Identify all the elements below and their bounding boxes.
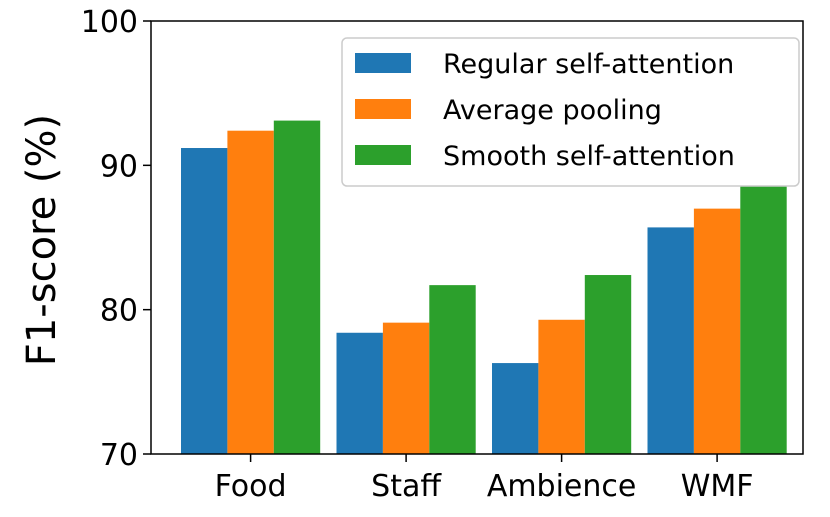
bar-wmf-series-3 (740, 185, 787, 455)
bar-wmf-series-1 (647, 227, 694, 454)
bar-food-series-2 (227, 130, 274, 454)
legend-label: Smooth self-attention (443, 141, 735, 172)
bar-ambience-series-1 (492, 363, 539, 454)
axes-layer: Food Staff Ambience WMF 70 80 90 100 (81, 5, 804, 504)
x-tick-label: WMF (681, 469, 754, 504)
y-tick-label: 70 (100, 438, 138, 473)
x-tick-label: Ambience (487, 469, 637, 504)
y-tick-label: 80 (100, 294, 138, 329)
plot-frame (150, 20, 804, 455)
legend-label: Average pooling (443, 95, 662, 126)
bar-staff-series-3 (429, 285, 476, 454)
bar-food-series-3 (273, 120, 321, 454)
x-tick-label: Food (215, 469, 287, 504)
bar-ambience-series-2 (538, 319, 585, 454)
bar-staff-series-1 (336, 332, 383, 454)
legend: Regular self-attention Average pooling Smo… (341, 37, 800, 187)
legend-label: Regular self-attention (443, 49, 734, 80)
bars-layer (181, 120, 787, 455)
bar-wmf-series-2 (693, 208, 741, 454)
bar-food-series-1 (181, 148, 228, 454)
legend-swatch (355, 99, 411, 119)
x-tick-label: Staff (371, 469, 442, 504)
y-tick-label: 90 (100, 149, 138, 184)
bar-ambience-series-3 (584, 275, 632, 454)
legend-box (341, 37, 800, 187)
legend-swatch (355, 53, 411, 73)
y-axis-title: F1-score (%) (19, 114, 65, 366)
legend-swatch (355, 145, 411, 165)
bar-staff-series-2 (382, 322, 430, 454)
y-tick-label: 100 (81, 5, 138, 40)
